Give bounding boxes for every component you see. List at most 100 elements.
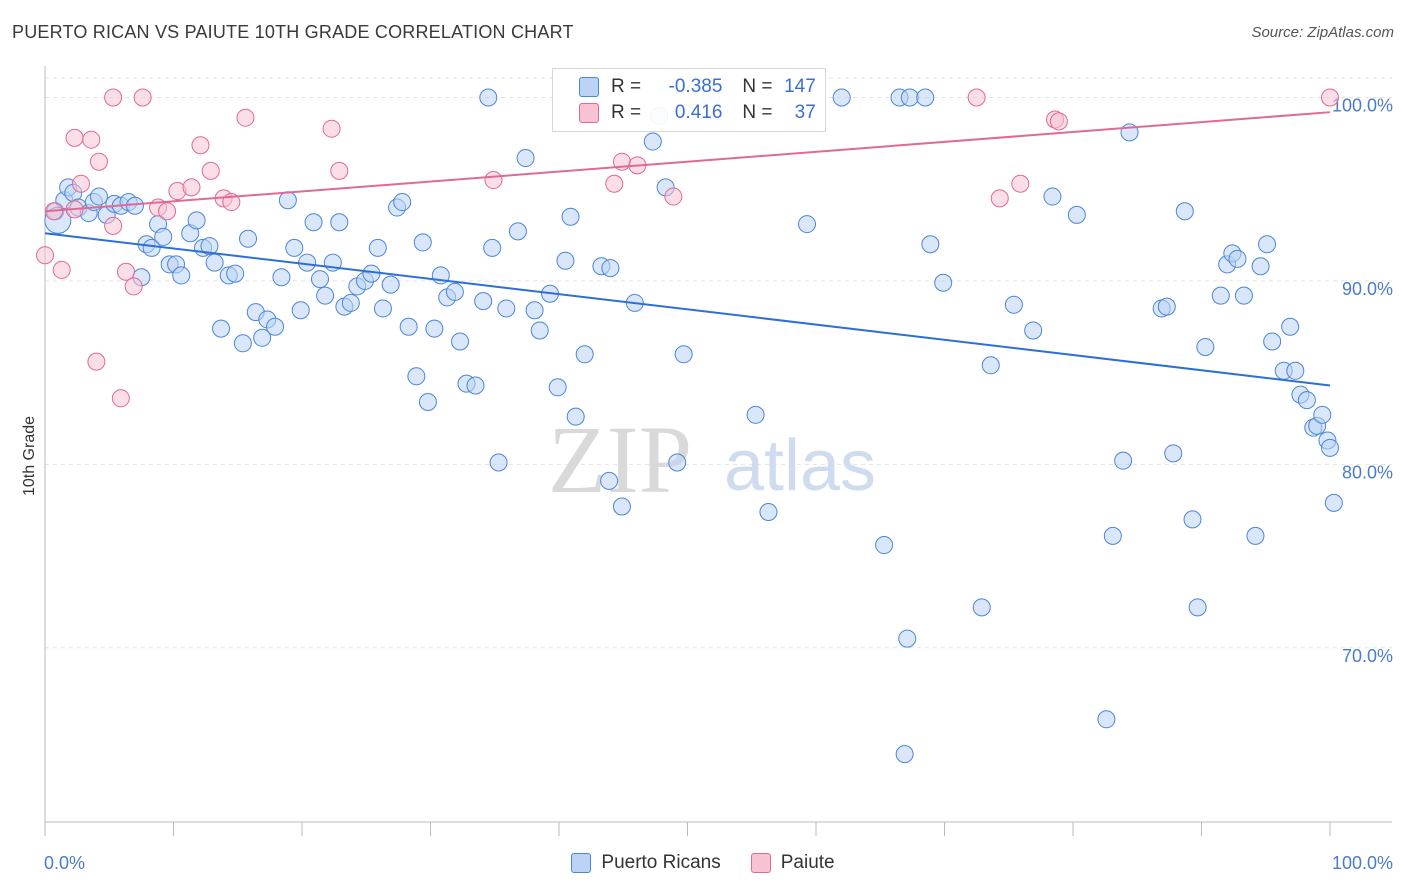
point-puerto-ricans (226, 264, 245, 283)
point-puerto-ricans (1321, 438, 1339, 457)
point-puerto-ricans (895, 745, 914, 764)
point-puerto-ricans (1004, 295, 1023, 314)
point-paiute (484, 171, 503, 190)
point-puerto-ricans (921, 235, 940, 254)
series-legend: Puerto Ricans Paiute (0, 852, 1406, 874)
point-paiute (65, 128, 84, 147)
point-puerto-ricans (600, 471, 619, 490)
point-puerto-ricans (508, 222, 527, 241)
point-puerto-ricans (316, 286, 335, 305)
point-paiute (1049, 112, 1068, 131)
point-paiute (1321, 88, 1339, 107)
point-puerto-ricans (399, 317, 418, 336)
point-puerto-ricans (1103, 526, 1122, 545)
point-puerto-ricans (373, 299, 392, 318)
point-paiute (322, 119, 341, 138)
point-puerto-ricans (1188, 598, 1207, 617)
point-puerto-ricans (233, 334, 252, 353)
point-paiute (89, 152, 108, 171)
point-puerto-ricans (368, 238, 387, 257)
point-puerto-ricans (1175, 202, 1194, 221)
point-puerto-ricans (575, 345, 594, 364)
point-puerto-ricans (413, 233, 432, 252)
point-puerto-ricans (497, 299, 516, 318)
r-value: 0.416 (674, 102, 723, 123)
y-axis-label: 10th Grade (21, 416, 38, 496)
point-puerto-ricans (1043, 187, 1062, 206)
point-puerto-ricans (530, 321, 549, 340)
point-puerto-ricans (1297, 391, 1316, 410)
swatch-pink (579, 103, 599, 123)
point-puerto-ricans (466, 376, 485, 395)
point-puerto-ricans (278, 191, 297, 210)
point-puerto-ricans (601, 259, 620, 278)
point-puerto-ricans (172, 266, 191, 285)
point-puerto-ricans (425, 319, 444, 338)
n-value: 37 (794, 102, 816, 123)
swatch-blue (579, 77, 599, 97)
point-puerto-ricans (1234, 286, 1253, 305)
watermark: ZIP atlas (548, 406, 876, 513)
point-paiute (182, 178, 201, 197)
series-paiute (36, 88, 1339, 408)
point-paiute (82, 130, 101, 149)
point-puerto-ricans (187, 211, 206, 230)
point-paiute (1011, 174, 1030, 193)
x-tick-label: 100.0% (1332, 853, 1393, 873)
point-puerto-ricans (556, 251, 575, 270)
point-paiute (191, 136, 210, 155)
stats-row-puerto-ricans: R = -0.385 N = 147 (579, 75, 816, 99)
point-puerto-ricans (1228, 249, 1247, 268)
point-puerto-ricans (798, 215, 817, 234)
point-puerto-ricans (483, 238, 502, 257)
point-puerto-ricans (566, 407, 585, 426)
r-label: R = (611, 102, 642, 123)
point-paiute (158, 202, 177, 221)
point-paiute (967, 88, 986, 107)
point-puerto-ricans (200, 237, 219, 256)
point-puerto-ricans (89, 187, 108, 206)
point-puerto-ricans (253, 328, 272, 347)
trend-lines (44, 111, 1331, 387)
point-puerto-ricans (1251, 257, 1270, 276)
point-puerto-ricans (291, 301, 310, 320)
point-paiute (104, 88, 123, 107)
point-puerto-ricans (746, 405, 765, 424)
point-puerto-ricans (1258, 235, 1277, 254)
point-puerto-ricans (310, 270, 329, 289)
point-puerto-ricans (445, 282, 464, 301)
point-puerto-ricans (1286, 361, 1305, 380)
point-puerto-ricans (832, 88, 851, 107)
point-puerto-ricans (381, 275, 400, 294)
trend-line (44, 232, 1331, 387)
point-puerto-ricans (341, 293, 360, 312)
point-paiute (116, 262, 135, 281)
point-puerto-ricans (525, 301, 544, 320)
point-puerto-ricans (674, 345, 693, 364)
grid-lines (45, 77, 1392, 649)
point-puerto-ricans (407, 367, 426, 386)
point-puerto-ricans (612, 497, 631, 516)
point-paiute (71, 174, 90, 193)
point-puerto-ricans (1211, 286, 1230, 305)
point-paiute (236, 108, 255, 127)
legend-item-paiute: Paiute (750, 852, 835, 874)
legend-swatch-blue (571, 853, 592, 873)
y-tick-label: 90.0% (1342, 279, 1393, 299)
point-puerto-ricans (1067, 205, 1086, 224)
point-paiute (133, 88, 152, 107)
point-puerto-ricans (981, 356, 1000, 375)
axes: 100.0% 90.0% 80.0% 70.0% 0.0% 100.0% (44, 66, 1393, 873)
point-puerto-ricans (548, 378, 567, 397)
point-puerto-ricans (1097, 710, 1116, 729)
point-paiute (36, 246, 54, 265)
source-note: Source: ZipAtlas.com (1251, 24, 1394, 41)
point-puerto-ricans (875, 536, 894, 555)
point-puerto-ricans (393, 193, 412, 212)
point-puerto-ricans (1263, 332, 1282, 351)
point-paiute (664, 187, 683, 206)
legend-item-puerto-ricans: Puerto Ricans (571, 852, 721, 874)
point-puerto-ricans (489, 453, 508, 472)
watermark-atlas: atlas (724, 426, 876, 506)
